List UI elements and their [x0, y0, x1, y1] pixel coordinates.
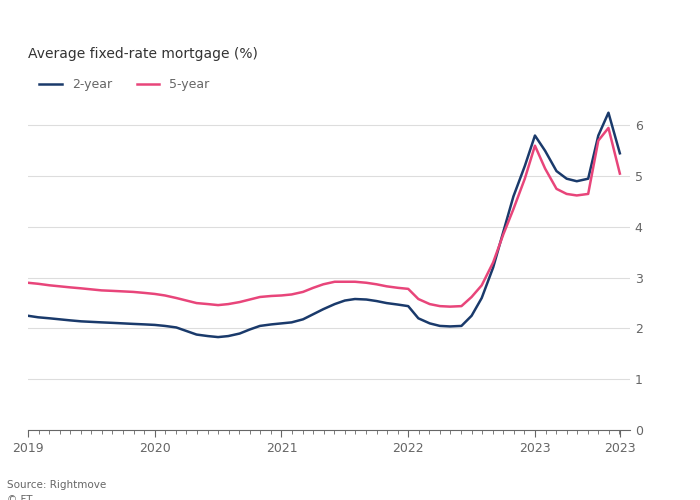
Line: 2-year: 2-year	[28, 112, 620, 337]
2-year	[24, 313, 32, 319]
Text: © FT: © FT	[7, 495, 32, 500]
2-year	[616, 150, 624, 156]
2-year	[182, 328, 190, 334]
Legend: 2-year, 5-year: 2-year, 5-year	[34, 73, 215, 96]
Text: Average fixed-rate mortgage (%): Average fixed-rate mortgage (%)	[28, 48, 258, 62]
5-year	[182, 298, 190, 304]
5-year	[46, 282, 54, 288]
2-year	[604, 110, 612, 116]
5-year	[426, 301, 434, 307]
Line: 5-year: 5-year	[28, 128, 620, 306]
2-year	[214, 334, 223, 340]
5-year	[435, 303, 444, 309]
2-year	[46, 316, 54, 322]
Text: Source: Rightmove: Source: Rightmove	[7, 480, 106, 490]
5-year	[24, 280, 32, 286]
5-year	[616, 170, 624, 176]
2-year	[55, 316, 64, 322]
5-year	[446, 304, 454, 310]
2-year	[435, 323, 444, 329]
5-year	[55, 284, 64, 290]
2-year	[446, 324, 454, 330]
5-year	[277, 292, 286, 298]
2-year	[288, 320, 296, 326]
5-year	[604, 125, 612, 131]
